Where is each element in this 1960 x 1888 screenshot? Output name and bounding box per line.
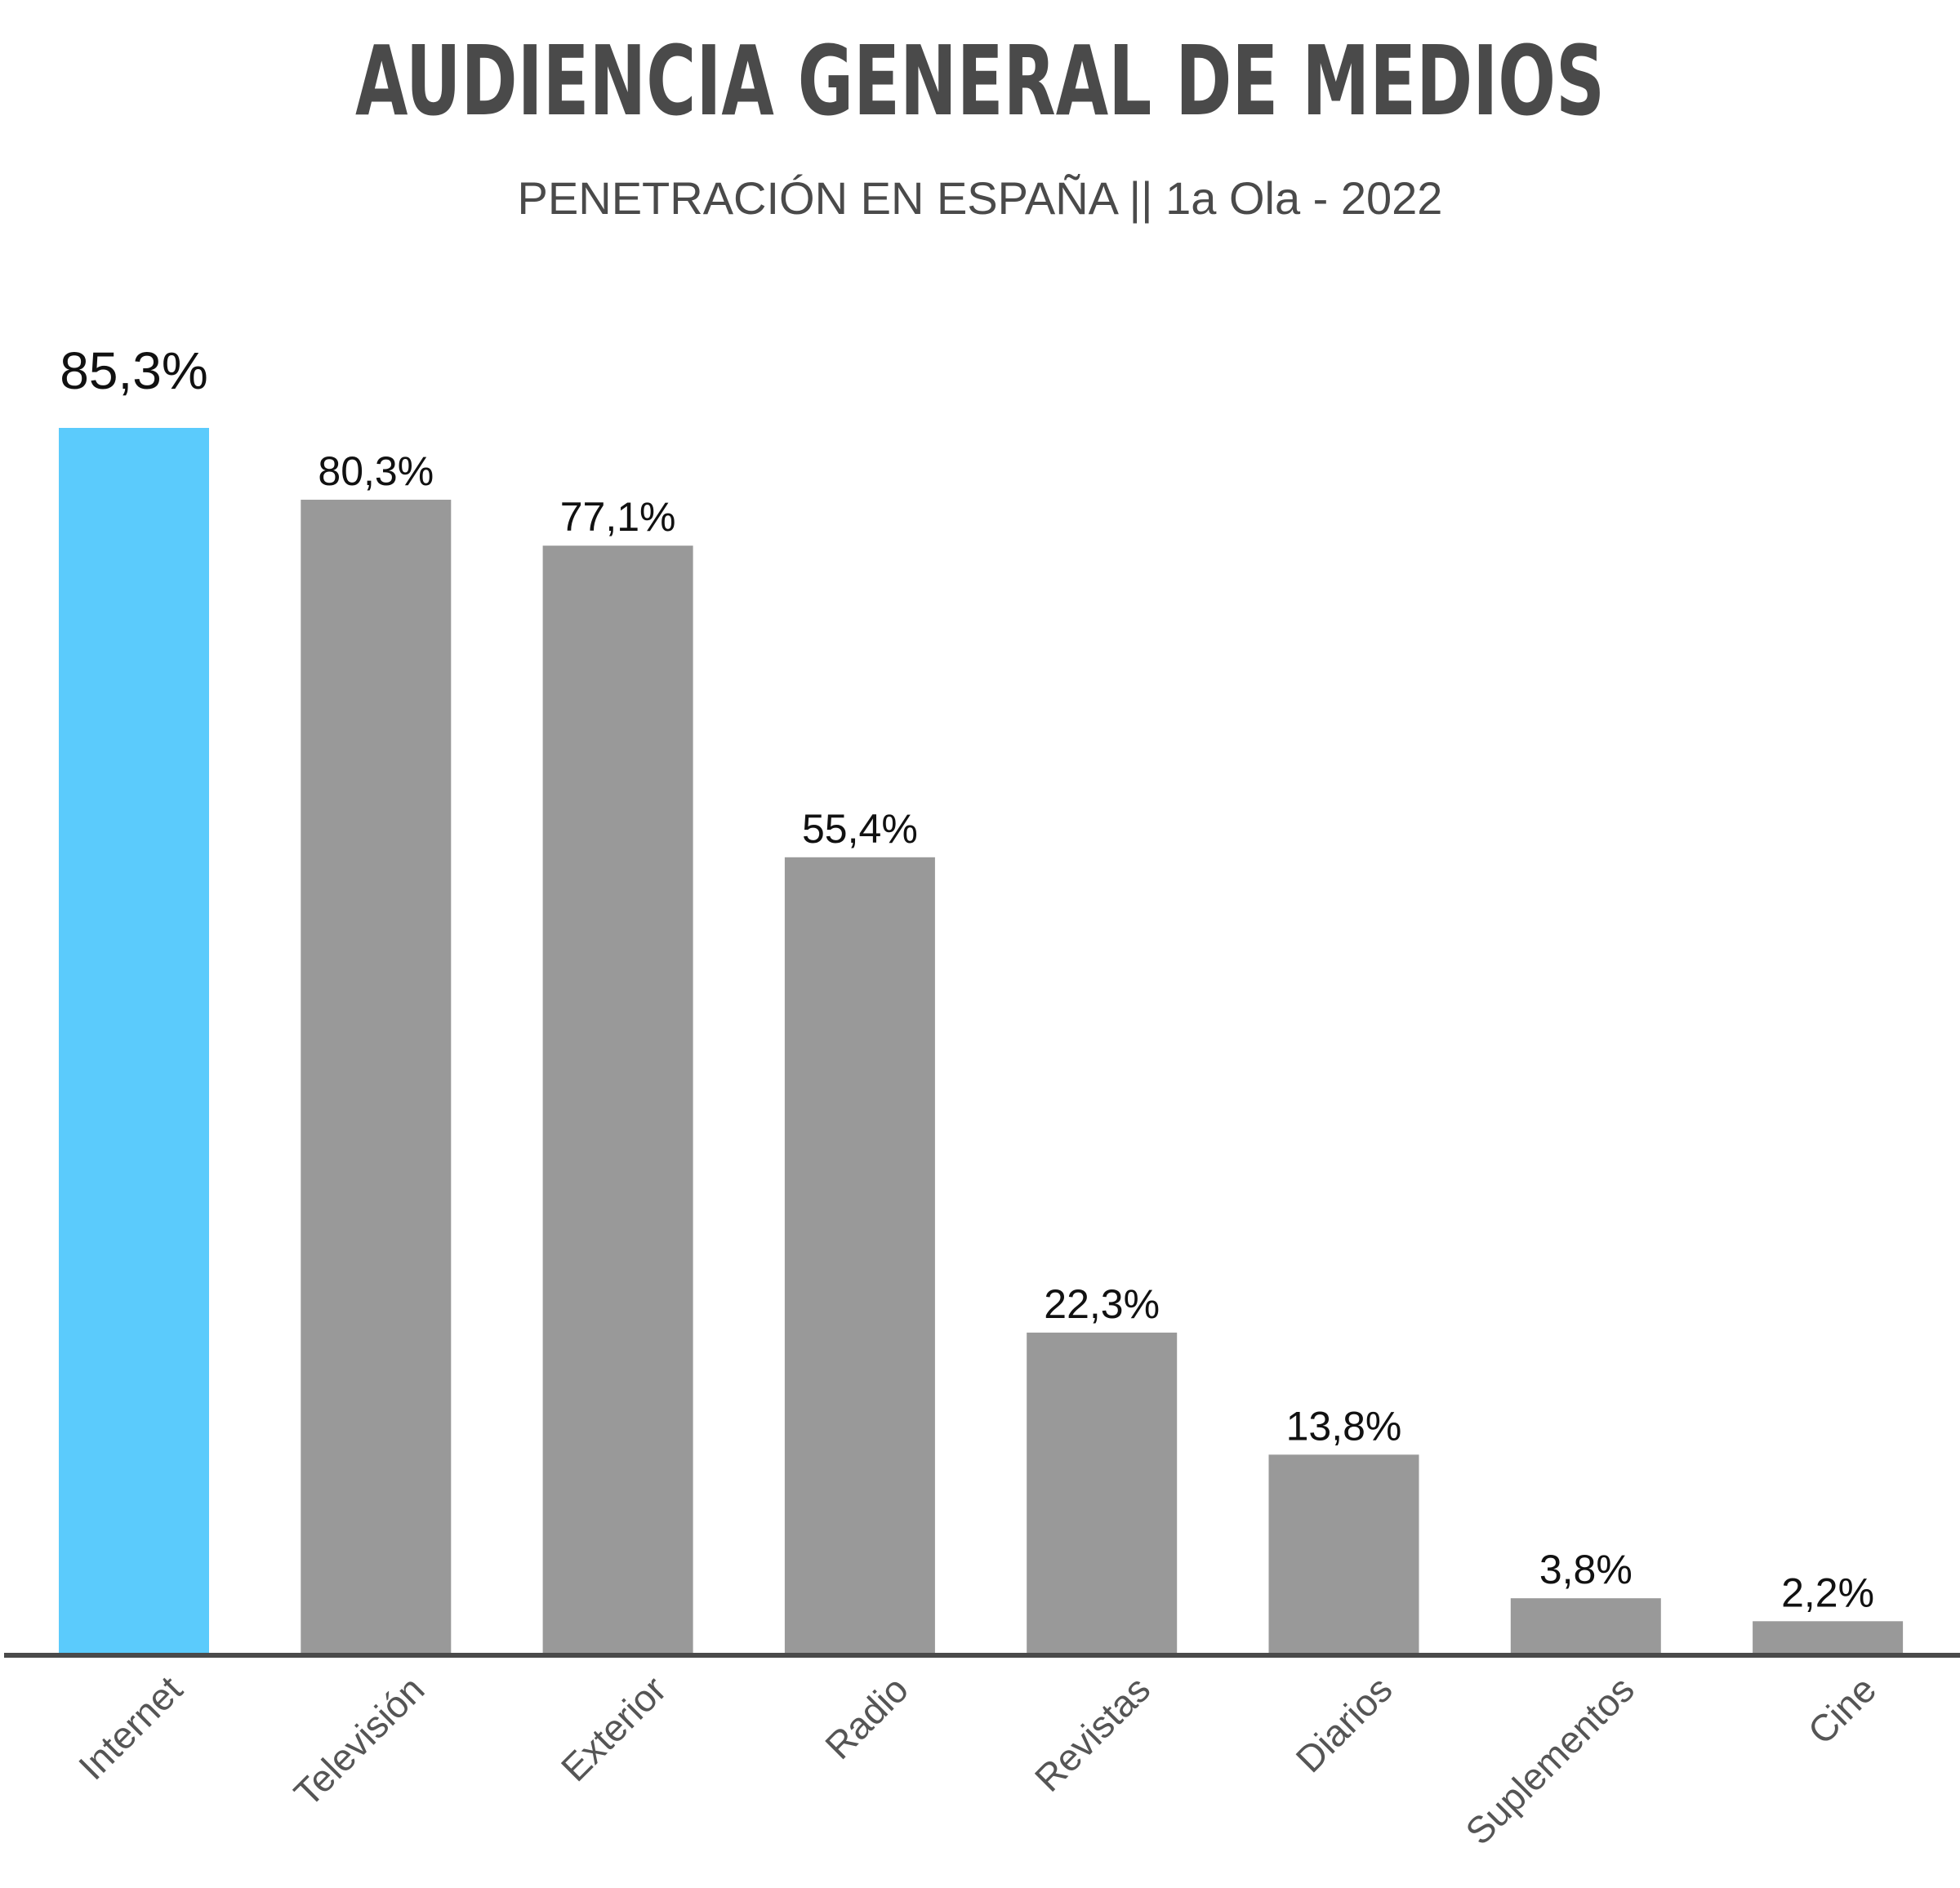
value-label: 22,3% <box>1044 1281 1160 1327</box>
value-labels-group: 85,3% 80,3% 77,1% 55,4% 22,3% 13,8% 3,8% 2,2% <box>60 341 1874 1615</box>
category-label: Internet <box>70 1668 190 1788</box>
category-label: Televisión <box>286 1668 433 1815</box>
chart-subtitle: PENETRACIÓN EN ESPAÑA || 1a Ola - 2022 <box>518 172 1443 224</box>
category-label: Diarios <box>1288 1668 1401 1780</box>
bar-suplementos <box>1510 1598 1661 1653</box>
bar-radio <box>784 857 935 1653</box>
category-labels-group: Internet Televisión Exterior Radio Revistas D… <box>70 1668 1884 1853</box>
bar-televisión <box>301 499 452 1653</box>
category-label: Cine <box>1800 1668 1885 1752</box>
value-label: 55,4% <box>802 806 918 852</box>
value-label: 13,8% <box>1286 1403 1402 1449</box>
bar-cine <box>1753 1621 1904 1653</box>
bars-group <box>59 428 1904 1653</box>
bar-internet <box>59 428 209 1653</box>
value-label: 2,2% <box>1781 1570 1874 1615</box>
bar-diarios <box>1268 1454 1419 1653</box>
value-label: 80,3% <box>318 448 434 494</box>
value-label: 3,8% <box>1539 1547 1633 1592</box>
category-label: Suplementos <box>1457 1668 1642 1853</box>
chart-title: AUDIENCIA GENERAL DE MEDIOS <box>355 24 1605 137</box>
value-label: 77,1% <box>560 494 676 540</box>
bar-revistas <box>1027 1332 1178 1653</box>
category-label: Revistas <box>1027 1668 1158 1799</box>
bar-exterior <box>542 545 693 1653</box>
category-label: Exterior <box>553 1668 675 1789</box>
value-label: 85,3% <box>60 341 207 400</box>
category-label: Radio <box>817 1668 916 1767</box>
